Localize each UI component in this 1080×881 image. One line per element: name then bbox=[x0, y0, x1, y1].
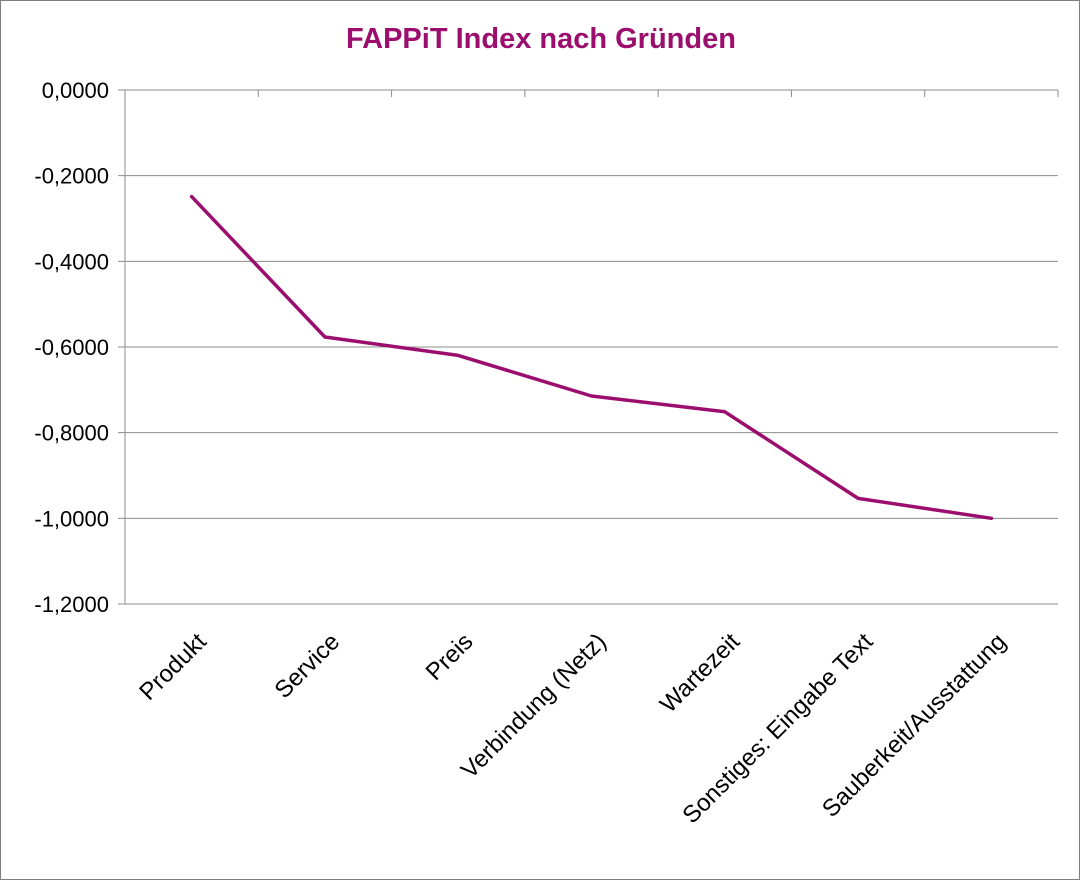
y-tick-label: -1,0000 bbox=[34, 506, 109, 531]
x-category-label: Produkt bbox=[134, 628, 212, 706]
y-tick-label: 0,0000 bbox=[42, 78, 109, 103]
y-tick-label: -1,2000 bbox=[34, 592, 109, 617]
x-category-label: Verbindung (Netz) bbox=[456, 628, 612, 784]
series-lines bbox=[189, 194, 994, 521]
y-tick-label: -0,2000 bbox=[34, 164, 109, 189]
gridlines bbox=[118, 89, 1058, 605]
x-axis-tick-marks bbox=[124, 90, 1059, 97]
x-category-label: Preis bbox=[421, 628, 479, 686]
y-tick-label: -0,8000 bbox=[34, 421, 109, 446]
x-category-label: Service bbox=[269, 628, 345, 704]
y-tick-label: -0,4000 bbox=[34, 249, 109, 274]
chart-title: FAPPiT Index nach Gründen bbox=[346, 23, 736, 55]
y-axis-tick-labels: 0,0000 -0,2000 -0,4000 -0,6000 -0,8000 -1,000… bbox=[34, 78, 109, 617]
x-category-label: Wartezeit bbox=[655, 628, 745, 718]
series-line bbox=[189, 194, 994, 521]
y-tick-label: -0,6000 bbox=[34, 335, 109, 360]
